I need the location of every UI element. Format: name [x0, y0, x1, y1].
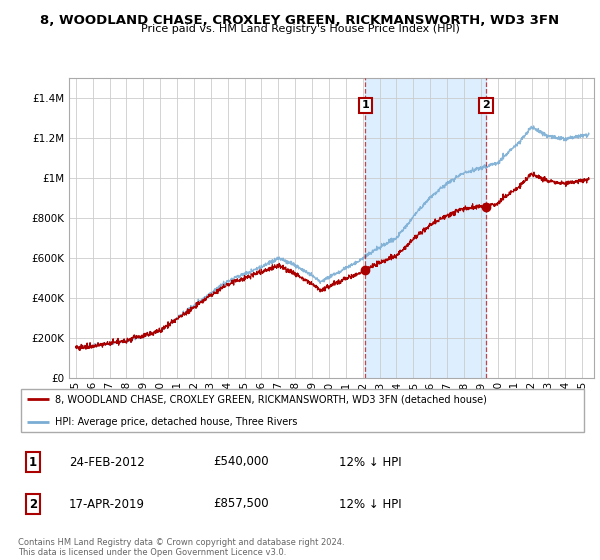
Text: £857,500: £857,500 [213, 497, 269, 511]
Text: 1: 1 [361, 100, 369, 110]
Text: 8, WOODLAND CHASE, CROXLEY GREEN, RICKMANSWORTH, WD3 3FN: 8, WOODLAND CHASE, CROXLEY GREEN, RICKMA… [40, 14, 560, 27]
Text: 1: 1 [29, 455, 37, 469]
FancyBboxPatch shape [21, 389, 584, 432]
Text: Price paid vs. HM Land Registry's House Price Index (HPI): Price paid vs. HM Land Registry's House … [140, 24, 460, 34]
Text: 24-FEB-2012: 24-FEB-2012 [69, 455, 145, 469]
Text: 2: 2 [482, 100, 490, 110]
Bar [365, 78, 486, 378]
Text: 17-APR-2019: 17-APR-2019 [69, 497, 145, 511]
Text: 8, WOODLAND CHASE, CROXLEY GREEN, RICKMANSWORTH, WD3 3FN (detached house): 8, WOODLAND CHASE, CROXLEY GREEN, RICKMA… [55, 394, 487, 404]
Text: 12% ↓ HPI: 12% ↓ HPI [339, 455, 401, 469]
Text: HPI: Average price, detached house, Three Rivers: HPI: Average price, detached house, Thre… [55, 417, 298, 427]
Text: £540,000: £540,000 [213, 455, 269, 469]
Text: Contains HM Land Registry data © Crown copyright and database right 2024.
This d: Contains HM Land Registry data © Crown c… [18, 538, 344, 557]
Text: 12% ↓ HPI: 12% ↓ HPI [339, 497, 401, 511]
Text: 2: 2 [29, 497, 37, 511]
